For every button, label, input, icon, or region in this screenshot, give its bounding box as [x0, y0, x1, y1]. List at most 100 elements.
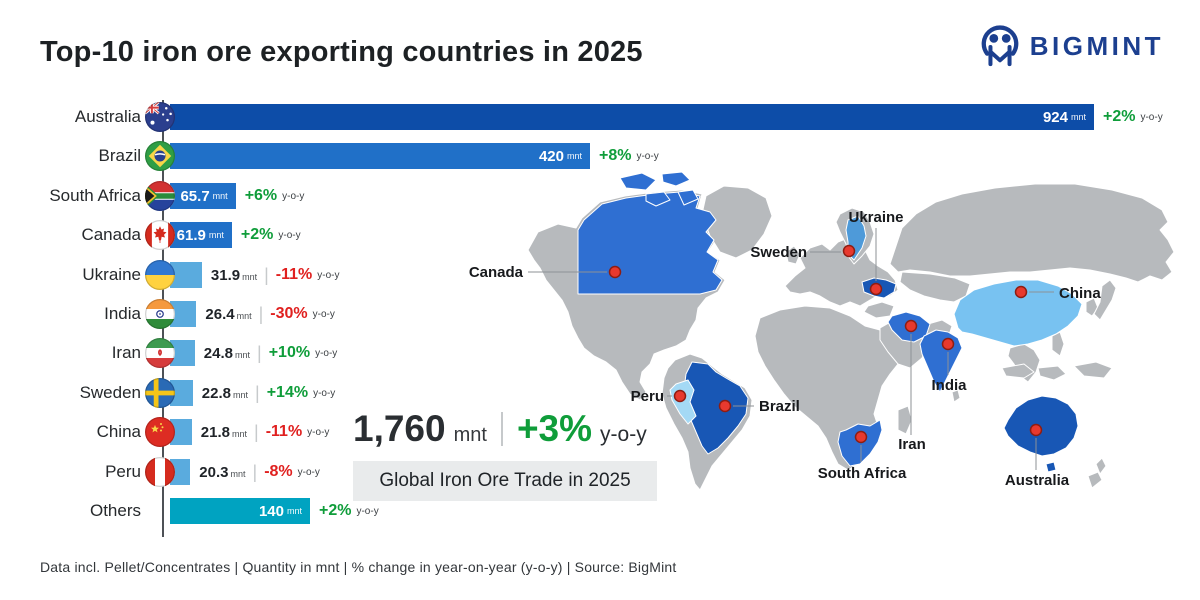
- bar-value: 21.8 mnt: [200, 423, 248, 441]
- flag-brazil-icon: [145, 141, 175, 171]
- bar-sweden: [170, 380, 193, 406]
- yoy-label: y-o-y: [1140, 111, 1163, 123]
- flag-iran-icon: [145, 338, 175, 368]
- bar-china: [170, 419, 192, 445]
- bar-row-sweden: Sweden 22.8 mnt | +14% y-o-y: [0, 377, 1200, 409]
- map-dot-sweden: [842, 244, 856, 258]
- yoy-label: y-o-y: [297, 466, 320, 478]
- yoy-label: y-o-y: [636, 150, 659, 162]
- change-value: +10%: [268, 344, 311, 361]
- country-label: Sweden: [79, 383, 141, 402]
- bar-value: 420: [538, 147, 564, 165]
- change-value: +8%: [599, 147, 632, 164]
- map-indonesia-2: [1037, 365, 1067, 381]
- change-value: -30%: [270, 305, 308, 322]
- map-label-australia: Australia: [1005, 472, 1070, 489]
- bar-unit: mnt: [212, 191, 228, 201]
- map-new-zealand-2: [1087, 471, 1103, 489]
- yoy-label: y-o-y: [282, 190, 305, 202]
- summary-divider: [500, 412, 503, 446]
- flag-sweden-icon: [145, 378, 175, 408]
- yoy-label: y-o-y: [313, 387, 336, 399]
- country-label: Canada: [81, 225, 141, 244]
- total-change: +3%: [516, 408, 593, 449]
- bar-others: 140 mnt: [170, 498, 310, 524]
- bar-value: 20.3 mnt: [199, 463, 246, 481]
- map-label-iran: Iran: [898, 436, 926, 453]
- global-trade-summary: 1,760 mnt +3% y-o-y Global Iron Ore Trad…: [353, 408, 657, 501]
- bar-row-south-africa: South Africa 65.7 mnt +6% y-o-y: [0, 180, 1200, 212]
- value-separator: |: [258, 303, 264, 324]
- map-new-zealand: [1095, 457, 1107, 475]
- bigmint-logo: BIGMINT: [979, 24, 1164, 68]
- map-turkey: [863, 301, 895, 319]
- country-label: Ukraine: [82, 265, 141, 284]
- bar-unit: mnt: [1070, 112, 1086, 122]
- bar-unit: mnt: [566, 151, 582, 161]
- map-dot-brazil: [718, 399, 732, 413]
- summary-caption: Global Iron Ore Trade in 2025: [353, 461, 657, 501]
- map-britain: [785, 245, 801, 265]
- change-value: -11%: [265, 423, 303, 440]
- change-value: -11%: [275, 266, 313, 283]
- bar-row-canada: Canada 61.9 mnt +2% y-o-y: [0, 219, 1200, 251]
- bar-unit: mnt: [208, 230, 224, 240]
- map-label-india: India: [931, 377, 967, 394]
- bar-row-ukraine: Ukraine 31.9 mnt | -11% y-o-y: [0, 259, 1200, 291]
- map-greenland: [701, 185, 773, 259]
- bar-row-india: India 26.4 mnt | -30% y-o-y: [0, 298, 1200, 330]
- bar-value: 31.9 mnt: [210, 266, 258, 284]
- map-dot-peru: [673, 389, 687, 403]
- bar-value: 924: [1042, 108, 1068, 126]
- footnote: Data incl. Pellet/Concentrates | Quantit…: [40, 559, 677, 575]
- flag-south-africa-icon: [145, 181, 175, 211]
- map-canada-islands: [619, 171, 699, 207]
- change-value: +2%: [319, 502, 352, 519]
- map-china: [953, 279, 1083, 347]
- map-japan: [1093, 279, 1117, 321]
- bar-row-iran: Iran 24.8 mnt | +10% y-o-y: [0, 337, 1200, 369]
- bar-row-peru: Peru 20.3 mnt | -8% y-o-y: [0, 456, 1200, 488]
- country-label: South Africa: [49, 186, 141, 205]
- map-central-asia: [899, 271, 971, 303]
- bar-australia: 924 mnt: [170, 104, 1094, 130]
- bar-brazil: 420 mnt: [170, 143, 590, 169]
- page-title: Top-10 iron ore exporting countries in 2…: [40, 36, 643, 68]
- country-label: India: [104, 304, 141, 323]
- value-separator: |: [255, 382, 260, 403]
- map-dot-ukraine: [869, 282, 883, 296]
- bar-value: 26.4 mnt: [205, 305, 252, 323]
- world-map: Canada Sweden Ukraine China Iran India P…: [450, 168, 1195, 534]
- map-label-ukraine: Ukraine: [848, 209, 903, 226]
- map-tasmania: [1045, 461, 1057, 473]
- map-dot-china: [1014, 285, 1028, 299]
- flag-india-icon: [145, 299, 175, 329]
- change-value: +6%: [244, 187, 278, 204]
- bar-canada: 61.9 mnt: [170, 222, 232, 248]
- bar-row-china: China 21.8 mnt | -11% y-o-y: [0, 416, 1200, 448]
- map-dot-south-africa: [854, 430, 868, 444]
- country-label: Brazil: [98, 146, 141, 165]
- brand-name: BIGMINT: [1029, 30, 1164, 61]
- country-label: Australia: [74, 107, 141, 126]
- total-yoy-label: y-o-y: [600, 423, 647, 446]
- bar-unit: mnt: [286, 506, 302, 516]
- total-value: 1,760: [353, 408, 446, 449]
- yoy-label: y-o-y: [356, 505, 379, 517]
- map-label-china: China: [1059, 285, 1101, 302]
- map-dot-iran: [904, 319, 918, 333]
- bar-row-others: Others 140 mnt +2% y-o-y: [0, 495, 1200, 527]
- map-new-guinea: [1073, 361, 1113, 379]
- total-unit: mnt: [453, 424, 487, 446]
- map-sri-lanka: [951, 389, 961, 403]
- yoy-label: y-o-y: [315, 347, 338, 359]
- map-label-peru: Peru: [631, 388, 664, 405]
- map-dot-australia: [1029, 423, 1043, 437]
- country-label: Iran: [111, 343, 141, 362]
- country-label: Others: [89, 501, 141, 520]
- map-australia: [1003, 395, 1079, 457]
- bigmint-logo-icon: [981, 25, 1019, 67]
- yoy-label: y-o-y: [312, 308, 335, 320]
- map-madagascar: [897, 405, 913, 435]
- flag-ukraine-icon: [145, 260, 175, 290]
